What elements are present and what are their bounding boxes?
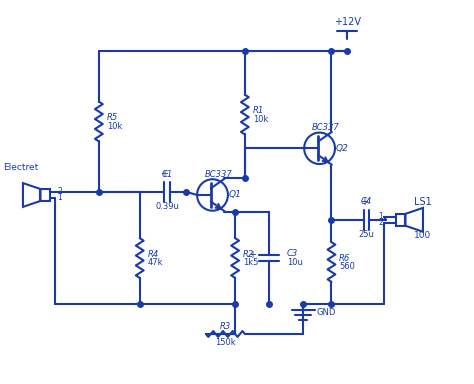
- Text: R6: R6: [339, 253, 350, 263]
- Text: C3: C3: [287, 248, 298, 258]
- Text: 2: 2: [57, 187, 62, 197]
- Text: C1: C1: [161, 170, 173, 179]
- Text: R4: R4: [147, 250, 159, 258]
- Text: +12V: +12V: [334, 17, 361, 27]
- Text: 1: 1: [57, 194, 62, 202]
- Text: 1: 1: [378, 212, 383, 221]
- Text: 25u: 25u: [359, 230, 374, 239]
- Text: LS1: LS1: [414, 197, 432, 207]
- Text: GND: GND: [317, 308, 336, 317]
- Text: +: +: [360, 197, 368, 207]
- Text: Electret: Electret: [3, 163, 38, 172]
- Text: Q2: Q2: [336, 144, 349, 153]
- Text: 1k5: 1k5: [243, 258, 258, 268]
- Text: 10k: 10k: [107, 122, 122, 131]
- Text: 2: 2: [378, 218, 383, 227]
- Text: C4: C4: [361, 197, 372, 207]
- Text: BC337: BC337: [204, 170, 232, 179]
- Text: 10u: 10u: [287, 258, 302, 268]
- Text: R1: R1: [253, 106, 264, 115]
- Text: 100: 100: [414, 231, 431, 240]
- Text: BC337: BC337: [311, 123, 339, 132]
- Text: +: +: [247, 250, 255, 260]
- Text: 47k: 47k: [147, 258, 163, 268]
- Text: 150k: 150k: [215, 338, 236, 348]
- Text: 560: 560: [339, 262, 355, 271]
- Text: 10k: 10k: [253, 115, 268, 124]
- Text: +: +: [160, 169, 168, 179]
- Text: 0.39u: 0.39u: [155, 202, 179, 211]
- Text: R2: R2: [243, 250, 254, 258]
- Text: R5: R5: [107, 113, 118, 122]
- Text: R3: R3: [220, 321, 231, 331]
- Text: Q1: Q1: [229, 190, 242, 199]
